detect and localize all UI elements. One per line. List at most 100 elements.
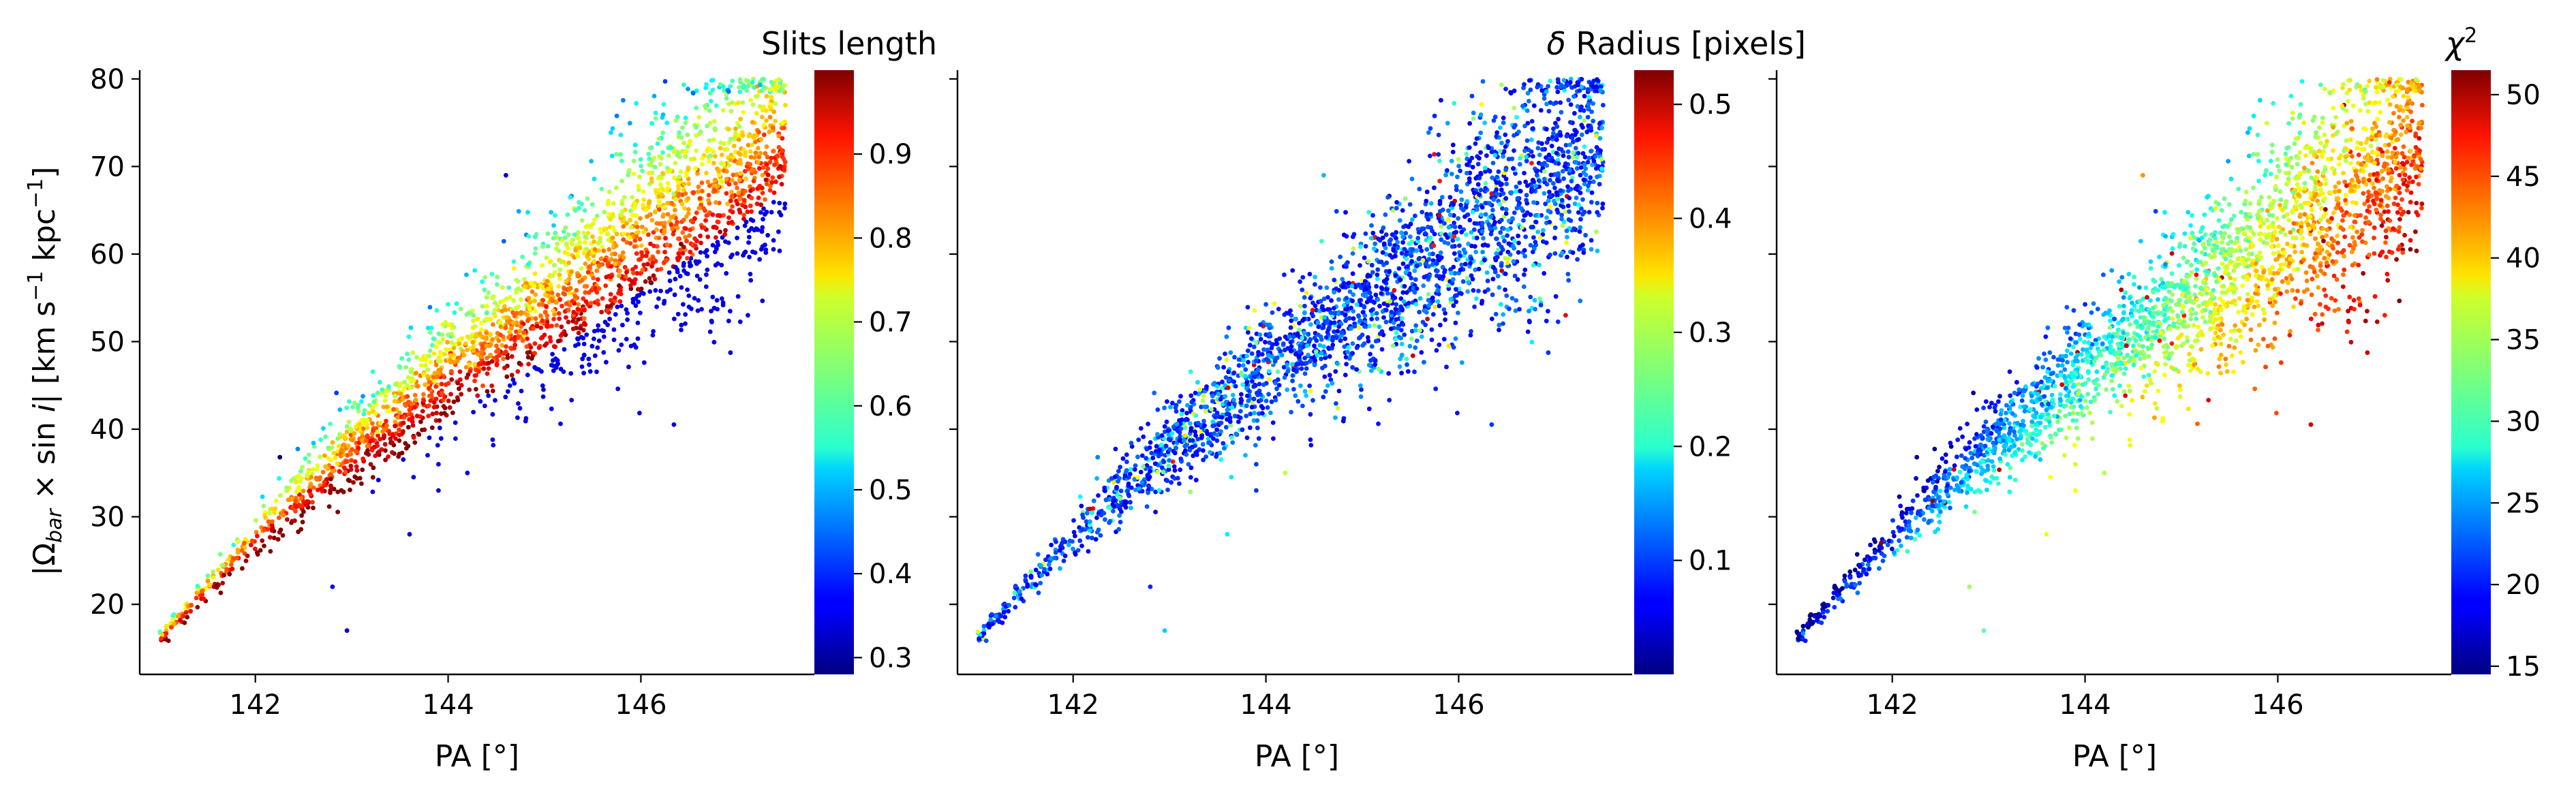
data-point — [1333, 369, 1338, 374]
data-point — [1118, 465, 1122, 469]
data-point — [490, 388, 495, 394]
data-point — [1589, 238, 1594, 243]
data-point — [694, 238, 699, 244]
data-point — [527, 306, 532, 311]
data-point — [271, 535, 277, 541]
data-point — [564, 315, 568, 320]
data-point — [677, 174, 682, 180]
data-point — [1188, 438, 1193, 443]
data-point — [1492, 270, 1498, 275]
data-point — [421, 372, 427, 377]
data-point — [290, 505, 295, 511]
data-point — [1354, 302, 1360, 307]
data-point — [1432, 185, 1437, 191]
data-point — [1466, 279, 1471, 285]
data-point — [1103, 517, 1107, 522]
data-point — [352, 431, 357, 436]
data-point — [1459, 262, 1465, 268]
data-point — [1583, 232, 1589, 238]
data-point — [661, 212, 666, 217]
data-point — [594, 290, 600, 295]
data-point — [771, 247, 776, 252]
data-point — [684, 149, 689, 154]
data-point — [1319, 238, 1324, 244]
data-point — [617, 273, 622, 279]
data-point — [522, 277, 527, 282]
data-point — [408, 325, 414, 330]
data-point — [364, 438, 369, 443]
data-point — [498, 332, 503, 337]
data-point — [350, 447, 354, 452]
data-point — [1340, 284, 1345, 290]
data-point — [764, 144, 769, 149]
data-point — [678, 169, 684, 174]
data-point — [728, 136, 733, 142]
data-point — [1285, 362, 1289, 367]
data-point — [554, 323, 559, 328]
data-point — [1159, 465, 1165, 470]
data-point — [694, 210, 699, 215]
data-point — [771, 200, 776, 205]
data-point — [748, 188, 753, 193]
data-point — [1496, 169, 1501, 174]
data-point — [726, 101, 731, 107]
data-point — [1514, 114, 1520, 120]
data-point — [1251, 384, 1257, 389]
data-point — [433, 344, 439, 349]
data-point — [722, 141, 726, 146]
data-point — [1308, 388, 1313, 394]
data-point — [1081, 515, 1086, 520]
data-point — [514, 329, 519, 334]
data-point — [651, 243, 656, 249]
data-point — [353, 424, 358, 430]
data-point — [632, 277, 638, 282]
colorbar-label: Slits length — [761, 25, 937, 62]
data-point — [673, 264, 678, 270]
data-point — [527, 349, 532, 355]
data-point — [438, 436, 444, 441]
data-point — [1246, 398, 1251, 403]
data-point — [1129, 505, 1133, 510]
data-point — [1587, 180, 1593, 185]
data-point — [1210, 398, 1215, 404]
data-point — [1263, 398, 1269, 403]
data-point — [754, 201, 760, 206]
data-point — [437, 418, 442, 423]
data-point — [431, 400, 437, 405]
data-point — [1452, 224, 1458, 230]
data-point — [705, 179, 711, 185]
data-point — [385, 409, 390, 413]
data-point — [1552, 225, 1558, 230]
data-point — [1482, 121, 1488, 125]
data-point — [640, 224, 645, 230]
data-point — [581, 341, 587, 347]
data-point — [512, 343, 518, 347]
data-point — [579, 266, 584, 271]
data-point — [333, 455, 338, 460]
data-point — [387, 431, 393, 437]
data-point — [752, 155, 757, 160]
data-point — [631, 270, 636, 276]
data-point — [1395, 245, 1400, 251]
data-point — [671, 232, 676, 236]
data-point — [1516, 240, 1521, 245]
data-point — [622, 195, 627, 200]
data-point — [663, 236, 668, 241]
data-point — [1228, 350, 1233, 355]
data-point — [988, 617, 994, 623]
data-point — [1257, 332, 1263, 337]
data-point — [681, 82, 686, 87]
data-point — [1499, 187, 1504, 193]
data-point — [464, 375, 470, 380]
data-point — [383, 448, 388, 453]
data-point — [298, 469, 303, 473]
data-point — [1185, 403, 1190, 408]
data-point — [414, 413, 420, 419]
data-point — [549, 324, 554, 328]
data-point — [1375, 267, 1381, 272]
data-point — [572, 343, 578, 348]
data-point — [767, 114, 773, 120]
data-point — [729, 219, 735, 225]
data-point — [768, 105, 773, 110]
